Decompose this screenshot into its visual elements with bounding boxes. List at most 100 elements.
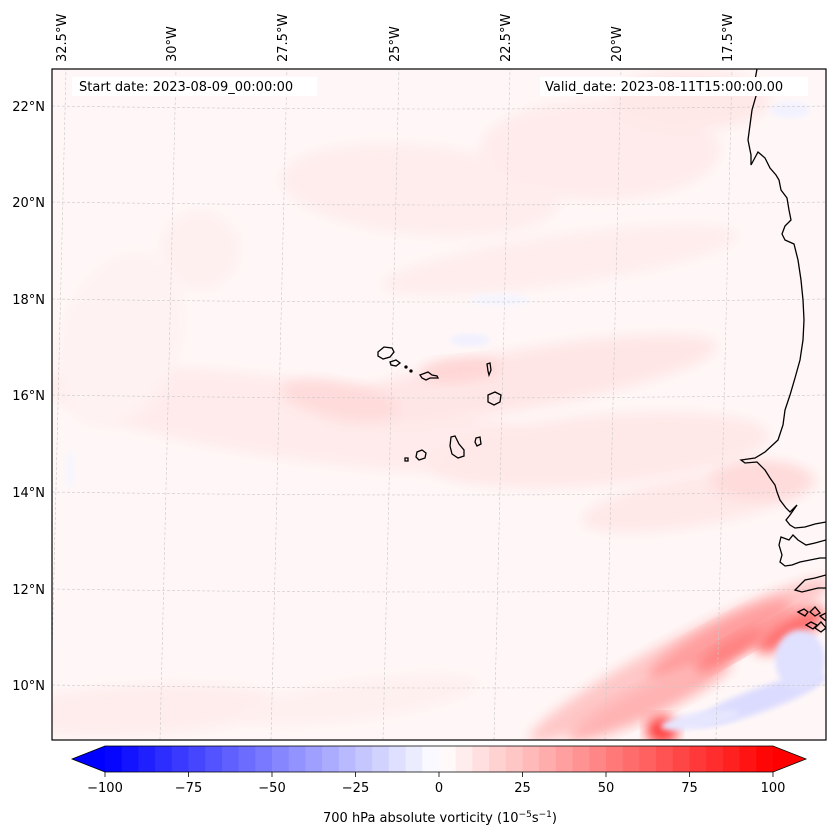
meridian-gridline <box>52 69 67 669</box>
colorbar-segment <box>689 746 707 772</box>
colorbar-segment <box>388 746 407 772</box>
colorbar-segment <box>138 746 156 772</box>
longitude-tick-label: 32.5°W <box>55 14 70 62</box>
colorbar-segment <box>255 746 273 772</box>
colorbar-label: 700 hPa absolute vorticity (10−5s−1) <box>323 810 557 826</box>
vorticity-negative-region <box>450 334 490 346</box>
meridian-gridline <box>715 69 733 740</box>
vorticity-contour-region <box>52 366 558 474</box>
vorticity-contour-region <box>568 659 732 740</box>
colorbar-extend-high <box>773 746 806 772</box>
colorbar-segment <box>555 746 574 772</box>
colorbar-segment <box>105 746 123 772</box>
coastlines <box>377 69 826 633</box>
meridian-gridline <box>604 69 622 740</box>
meridian-gridline <box>493 69 511 740</box>
latitude-tick-label: 14°N <box>12 486 45 501</box>
bissagos-island <box>818 612 826 622</box>
vorticity-contour-region <box>55 252 185 428</box>
colorbar-segment <box>739 746 757 772</box>
colorbar-tick-label: 75 <box>681 781 698 796</box>
colorbar-ticks: −100 −75 −50 −25 0 25 50 75 100 <box>87 772 785 796</box>
colorbar-segment <box>238 746 256 772</box>
colorbar-segment <box>372 746 390 772</box>
colorbar-tick-label: −100 <box>87 781 123 796</box>
latitude-labels: 22°N 20°N 18°N 16°N 14°N 12°N 10°N <box>12 100 45 694</box>
vorticity-contour-region <box>420 357 500 383</box>
vorticity-negative-region <box>770 102 810 118</box>
colorbar-segment <box>221 746 240 772</box>
colorbar-tick-label: 0 <box>435 781 443 796</box>
latitude-tick-label: 10°N <box>12 679 45 694</box>
colorbar-segment <box>305 746 323 772</box>
cape-verde-island <box>474 436 482 447</box>
africa-coastline <box>739 69 826 529</box>
vorticity-contour-region <box>754 606 826 654</box>
vorticity-negative-region <box>66 450 74 490</box>
parallel-gridline <box>52 105 826 110</box>
colorbar-segment <box>472 746 490 772</box>
colorbar-segment <box>622 746 640 772</box>
vorticity-contour-region <box>695 628 765 672</box>
cape-verde-island <box>449 435 465 459</box>
parallel-gridline <box>52 298 826 303</box>
latitude-tick-label: 18°N <box>12 293 45 308</box>
start-date-box <box>72 77 317 96</box>
colorbar-segment <box>455 746 473 772</box>
longitude-tick-label: 17.5°W <box>721 14 736 62</box>
meridian-gridline <box>159 69 177 740</box>
colorbar-tick-label: −75 <box>175 781 202 796</box>
colorbar-segment <box>572 746 590 772</box>
latitude-tick-label: 20°N <box>12 196 45 211</box>
parallel-gridline <box>52 684 826 689</box>
colorbar-segment <box>188 746 206 772</box>
vorticity-contour-region <box>648 599 792 681</box>
colorbar-segment <box>722 746 741 772</box>
vorticity-contour-region <box>710 460 810 500</box>
colorbar-segment <box>589 746 607 772</box>
colorbar-segment <box>606 746 624 772</box>
vorticity-contour-region <box>381 224 739 296</box>
longitude-tick-label: 22.5°W <box>499 14 514 62</box>
vorticity-negative-region <box>775 630 825 690</box>
colorbar-segment <box>171 746 189 772</box>
latitude-tick-label: 12°N <box>12 583 45 598</box>
colorbar-segment <box>706 746 724 772</box>
cape-verde-island <box>415 449 427 461</box>
colorbar-tick-label: −50 <box>258 781 285 796</box>
colorbar-segment <box>656 746 674 772</box>
parallel-gridline <box>52 491 826 496</box>
cape-verde-island <box>404 457 409 462</box>
longitude-tick-label: 27.5°W <box>276 14 291 62</box>
vorticity-contour-region <box>52 683 280 737</box>
cape-verde-island <box>419 371 440 381</box>
longitude-tick-label: 20°W <box>610 26 625 62</box>
colorbar-segment <box>405 746 423 772</box>
meridian-gridline <box>382 69 400 740</box>
parallel-gridline <box>52 394 826 399</box>
longitude-tick-label: 25°W <box>388 26 403 62</box>
colorbar-tick-label: 25 <box>514 781 531 796</box>
colorbar-segment <box>522 746 540 772</box>
colorbar-segment <box>155 746 173 772</box>
vorticity-contour-region <box>160 210 240 290</box>
colorbar-segment <box>205 746 223 772</box>
bissagos-island <box>804 621 819 630</box>
cape-verde-island <box>377 346 395 360</box>
start-date-label: Start date: 2023-08-09_00:00:00 <box>79 80 293 95</box>
colorbar-segment <box>439 746 457 772</box>
map-frame <box>51 68 827 741</box>
colorbar-segment <box>505 746 523 772</box>
vorticity-contour-region <box>430 412 770 488</box>
latitude-tick-label: 22°N <box>12 100 45 115</box>
longitude-labels: 32.5°W 30°W 27.5°W 25°W 22.5°W 20°W 17.5°W <box>55 14 736 62</box>
vorticity-negative-region <box>470 294 530 306</box>
colorbar-segment <box>322 746 340 772</box>
colorbar-tick-label: 100 <box>761 781 786 796</box>
cape-verde-islet <box>409 369 413 373</box>
colorbar-segment <box>422 746 440 772</box>
longitude-tick-label: 30°W <box>165 26 180 62</box>
colorbar-segment <box>489 746 507 772</box>
parallel-gridline <box>52 588 826 593</box>
colorbar-tick-label: −25 <box>342 781 369 796</box>
